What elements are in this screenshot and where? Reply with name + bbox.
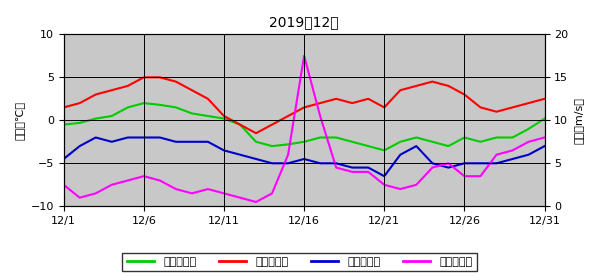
Y-axis label: 風速（m/s）: 風速（m/s） [574,97,584,144]
Y-axis label: 気温（℃）: 気温（℃） [15,101,25,140]
Title: 2019年12月: 2019年12月 [270,15,339,29]
Legend: 日平均気温, 日最高気温, 日最低気温, 日平均風速: 日平均気温, 日最高気温, 日最低気温, 日平均風速 [122,253,477,271]
